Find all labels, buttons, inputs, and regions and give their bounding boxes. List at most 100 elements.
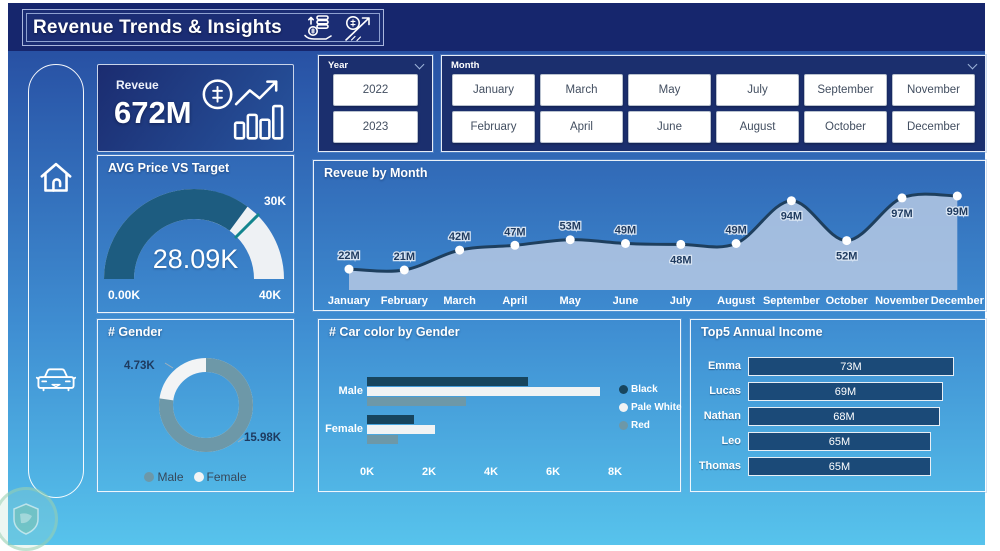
month-slicer: Month January February March April May June Ju…	[441, 55, 986, 152]
gauge-max-label: 40K	[258, 288, 281, 302]
income-value-nathan: 68M	[833, 410, 855, 423]
female-dot-icon	[193, 472, 204, 482]
income-bar-lucas[interactable]: 69M	[748, 382, 943, 401]
data-label-december: 99M	[947, 206, 968, 218]
month-button-june[interactable]: June	[628, 111, 711, 143]
donut-slice-male[interactable]	[159, 358, 253, 452]
legend-item-red[interactable]: Red	[619, 420, 682, 431]
month-button-august[interactable]: August	[716, 111, 799, 143]
data-point-february[interactable]	[399, 265, 409, 275]
legend-item-pale-white[interactable]: Pale White	[619, 402, 682, 413]
legend-item-male[interactable]: Male	[144, 470, 184, 484]
pale-white-dot-icon	[619, 403, 628, 412]
data-point-april[interactable]	[510, 240, 520, 250]
income-bar-leo[interactable]: 65M	[748, 432, 931, 451]
data-label-september: 94M	[781, 211, 802, 223]
year-slicer: Year 2022 2023	[318, 55, 433, 152]
gauge-title: AVG Price VS Target	[108, 161, 230, 175]
bar-male-black[interactable]	[367, 377, 528, 386]
title-icons	[303, 14, 373, 42]
chevron-down-icon[interactable]	[967, 59, 978, 69]
income-name-leo: Leo	[721, 435, 741, 447]
gauge-target-label: 30K	[263, 194, 286, 208]
gender-title: # Gender	[108, 325, 163, 339]
legend-item-female[interactable]: Female	[193, 470, 247, 484]
gauge-min-label: 0.00K	[108, 288, 141, 302]
data-point-january[interactable]	[344, 264, 354, 274]
month-button-february[interactable]: February	[452, 111, 535, 143]
title-box: Revenue Trends & Insights	[22, 9, 384, 46]
revenue-by-month-title: Reveue by Month	[324, 166, 428, 180]
year-button-2023[interactable]: 2023	[333, 111, 418, 143]
car-color-plot: Male Female 0K 2K 4K 6K 8K	[319, 320, 680, 491]
bar-female-black[interactable]	[367, 415, 414, 424]
female-callout: 4.73K	[124, 360, 155, 372]
car-color-legend: Black Pale White Red	[619, 384, 682, 431]
legend-item-black[interactable]: Black	[619, 384, 682, 395]
home-icon[interactable]	[38, 160, 74, 194]
gauge-target-tick	[233, 212, 261, 240]
kpi-revenue-card: Reveue 672M	[97, 64, 294, 152]
x-axis-label-may: May	[559, 295, 581, 307]
data-point-august[interactable]	[731, 239, 741, 248]
data-point-november[interactable]	[897, 193, 907, 203]
header-band: Revenue Trends & Insights	[8, 3, 985, 51]
income-bar-nathan[interactable]: 68M	[748, 407, 940, 426]
gauge-value-arc	[104, 189, 284, 280]
month-button-december[interactable]: December	[892, 111, 975, 143]
data-point-october[interactable]	[842, 236, 852, 246]
data-label-november: 97M	[891, 208, 912, 220]
income-name-lucas: Lucas	[709, 385, 741, 397]
month-button-november[interactable]: November	[892, 74, 975, 106]
car-icon[interactable]	[35, 364, 77, 394]
income-value-emma: 73M	[840, 360, 862, 373]
data-point-may[interactable]	[565, 235, 575, 245]
car-color-panel: # Car color by Gender Male Female 0K 2K 4K 6K…	[318, 319, 682, 492]
month-button-april[interactable]: April	[540, 111, 623, 143]
income-bar-thomas[interactable]: 65M	[748, 457, 931, 476]
data-point-july[interactable]	[676, 239, 686, 249]
month-button-september[interactable]: September	[804, 74, 887, 106]
data-label-march: 42M	[449, 231, 470, 243]
data-label-october: 52M	[836, 251, 857, 263]
month-button-march[interactable]: March	[540, 74, 623, 106]
data-point-june[interactable]	[621, 239, 630, 248]
year-button-2022[interactable]: 2022	[333, 74, 418, 106]
month-slicer-header: Month	[442, 56, 985, 73]
income-bar-emma[interactable]: 73M	[748, 357, 954, 376]
month-button-october[interactable]: October	[804, 111, 887, 143]
report-canvas: Revenue Trends & Insights	[0, 3, 987, 551]
gauge-value: 28.09K	[152, 244, 239, 274]
x-axis-label-november: November	[875, 295, 930, 307]
income-value-leo: 65M	[828, 435, 851, 448]
chevron-down-icon[interactable]	[414, 59, 425, 69]
month-button-july[interactable]: July	[716, 74, 799, 106]
data-label-april: 47M	[504, 226, 525, 238]
data-point-september[interactable]	[786, 196, 796, 206]
data-point-march[interactable]	[455, 245, 465, 255]
category-label-female: Female	[325, 423, 363, 435]
data-label-june: 49M	[615, 225, 636, 237]
watermark-shield-logo-icon	[0, 487, 58, 551]
bar-female-red[interactable]	[367, 435, 398, 444]
bar-female-pale-white[interactable]	[367, 425, 435, 434]
x-axis-label-march: March	[443, 295, 476, 307]
x-tick-0k: 0K	[359, 466, 375, 478]
year-options: 2022 2023	[319, 73, 432, 144]
legend-pale-white-label: Pale White	[631, 402, 682, 413]
month-button-may[interactable]: May	[628, 74, 711, 106]
gender-donut-chart[interactable]	[98, 320, 295, 493]
legend-male-label: Male	[157, 470, 184, 484]
month-button-january[interactable]: January	[452, 74, 535, 106]
gauge-chart[interactable]	[98, 156, 295, 314]
bar-male-pale-white[interactable]	[367, 387, 600, 396]
legend-black-label: Black	[631, 384, 658, 395]
revenue-by-month-chart[interactable]: 22M January 21M February 42M March 47M April 53M…	[314, 161, 987, 312]
category-label-male: Male	[338, 385, 363, 397]
avg-price-gauge-panel: AVG Price VS Target 28.09K 0.00K 40K 30K	[97, 155, 294, 313]
data-point-december[interactable]	[952, 191, 962, 201]
x-axis-label-january: January	[328, 295, 371, 307]
page-title: Revenue Trends & Insights	[33, 16, 282, 38]
bar-male-red[interactable]	[367, 397, 466, 406]
dollar-coin-growth-arrow-icon	[343, 14, 373, 42]
